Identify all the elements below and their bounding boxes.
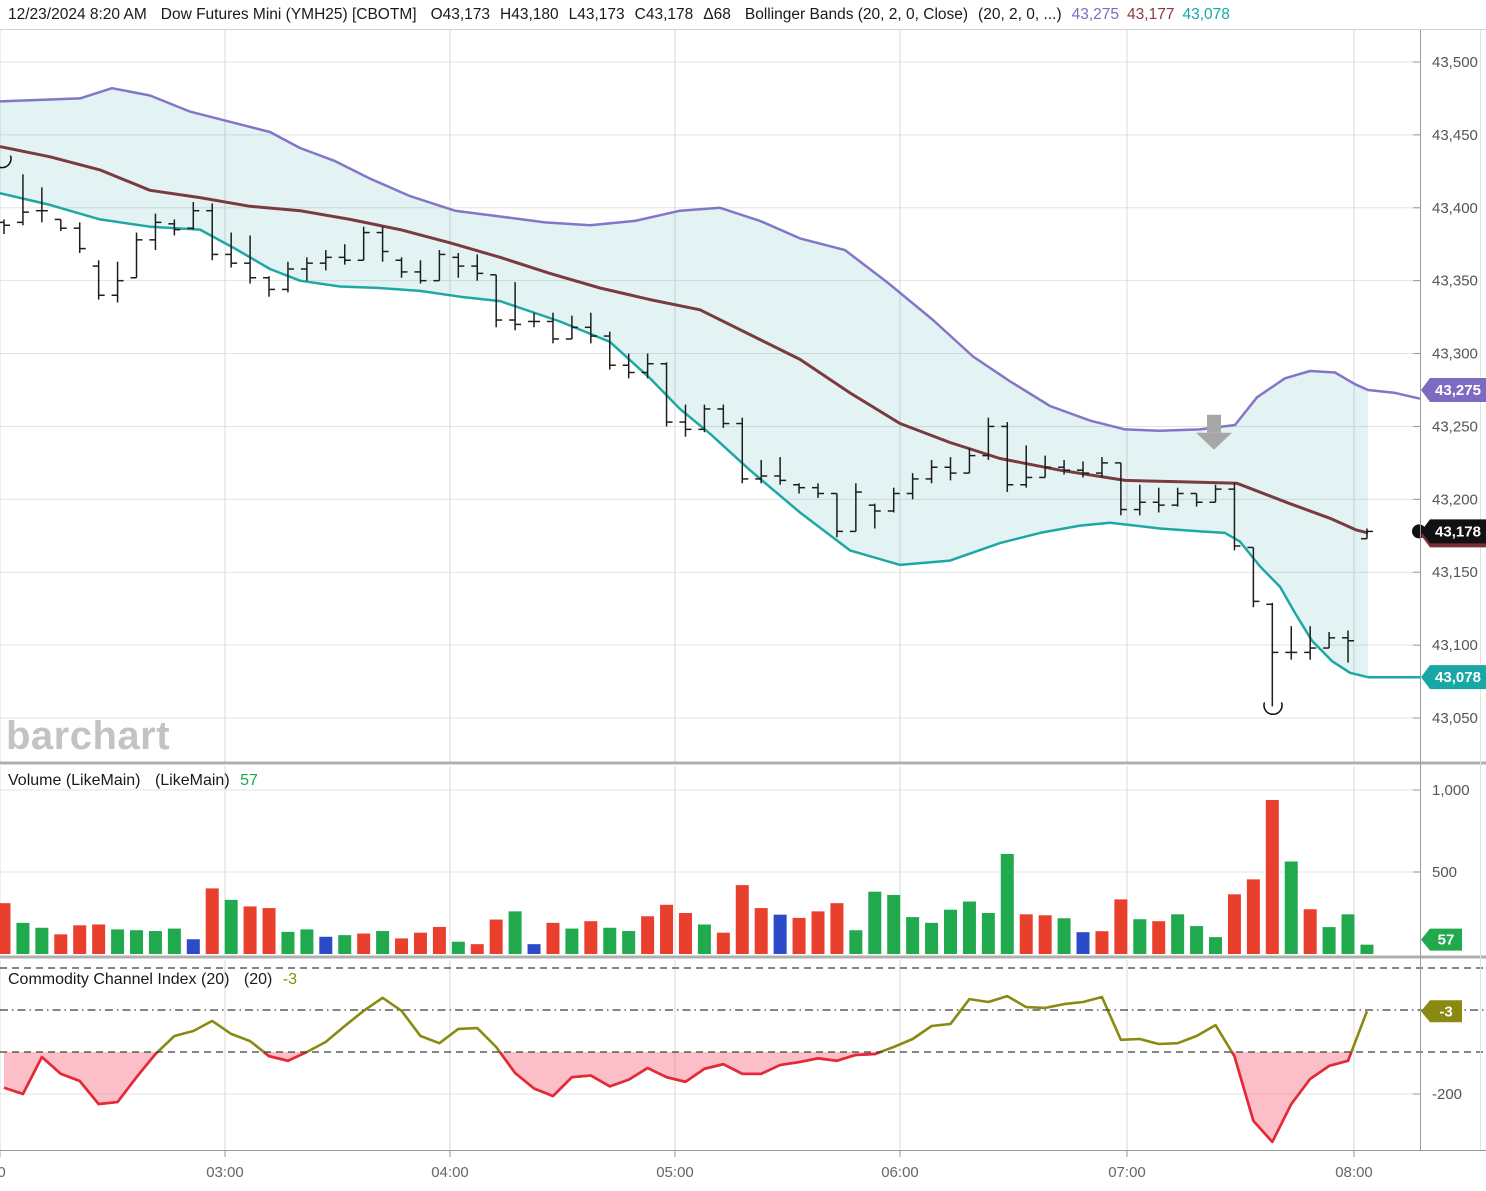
cci-label-params: (20) — [243, 971, 273, 988]
down-arrow-icon — [1207, 414, 1221, 433]
cci-value: -3 — [282, 971, 298, 988]
bollinger-bands — [0, 86, 1421, 679]
svg-text:06:00: 06:00 — [881, 1164, 919, 1181]
pane-divider — [0, 955, 1486, 959]
header-low: L43,173 — [568, 5, 625, 23]
band-fill — [0, 88, 1368, 678]
header-change: Δ68 — [703, 5, 731, 23]
cci-pane-label: Commodity Channel Index (20) (20) -3 — [8, 971, 297, 989]
svg-text:43,100: 43,100 — [1432, 637, 1478, 654]
svg-text:43,500: 43,500 — [1432, 54, 1478, 71]
price-bars — [0, 174, 1373, 707]
volume-pane-label: Volume (LikeMain) (LikeMain) 57 — [8, 772, 258, 790]
header-lower-band-value: 43,078 — [1182, 5, 1230, 23]
cci-label: Commodity Channel Index (20) — [8, 971, 230, 988]
header-datetime: 12/23/2024 8:20 AM — [8, 5, 147, 23]
chart-header: 12/23/2024 8:20 AM Dow Futures Mini (YMH… — [0, 0, 1486, 29]
axis-badge-label: 57 — [1438, 932, 1455, 949]
volume-value: 57 — [240, 772, 258, 789]
axis-badge — [1421, 1000, 1462, 1023]
axis-badges: 43,275 43,178 43,078 57 -3 — [1421, 378, 1486, 1023]
svg-text:43,200: 43,200 — [1432, 491, 1478, 508]
svg-text:04:00: 04:00 — [431, 1164, 469, 1181]
svg-text:500: 500 — [1432, 864, 1457, 881]
axes-chrome — [0, 29, 1486, 1151]
axis-badge — [1421, 378, 1486, 402]
header-study-params: (20, 2, 0, ...) — [978, 5, 1062, 23]
svg-text:08:00: 08:00 — [1335, 1164, 1373, 1181]
svg-text:05:00: 05:00 — [656, 1164, 694, 1181]
svg-text:43,400: 43,400 — [1432, 200, 1478, 217]
axis-badge-label: 43,078 — [1435, 669, 1481, 686]
left-circle-marker — [0, 155, 12, 169]
cci-plot — [0, 967, 1486, 1144]
svg-text:43,050: 43,050 — [1432, 710, 1478, 727]
svg-text:43,450: 43,450 — [1432, 127, 1478, 144]
header-middle-band-value: 43,177 — [1127, 5, 1175, 23]
middle-band-line — [0, 145, 1369, 535]
svg-text:03:00: 03:00 — [206, 1164, 244, 1181]
lower-band-line — [0, 191, 1420, 679]
header-upper-band-value: 43,275 — [1071, 5, 1120, 23]
axis-badge — [1421, 519, 1486, 544]
header-open: O43,173 — [430, 5, 491, 23]
svg-text:43,250: 43,250 — [1432, 418, 1478, 435]
header-high: H43,180 — [500, 5, 559, 23]
axis-badge-label: -3 — [1439, 1003, 1452, 1020]
axis-labels: 43,500 43,450 43,400 43,350 43,300 43,250 43,2… — [0, 54, 1478, 1181]
axis-badge-label: 43,178 — [1435, 523, 1481, 540]
axis-badge — [1421, 928, 1462, 951]
pane-divider — [0, 761, 1486, 765]
svg-text:02:00: 02:00 — [0, 1164, 6, 1181]
svg-text:43,150: 43,150 — [1432, 564, 1478, 581]
annotations — [0, 155, 1426, 716]
volume-bars — [0, 800, 1374, 954]
svg-text:07:00: 07:00 — [1108, 1164, 1146, 1181]
svg-text:-200: -200 — [1432, 1086, 1462, 1103]
svg-text:1,000: 1,000 — [1432, 782, 1470, 799]
header-close: C43,178 — [634, 5, 694, 23]
volume-label: Volume (LikeMain) — [8, 772, 141, 789]
header-symbol: Dow Futures Mini (YMH25) [CBOTM] — [160, 5, 417, 23]
svg-text:43,300: 43,300 — [1432, 346, 1478, 363]
volume-label-params: (LikeMain) — [154, 772, 230, 789]
low-circle-marker — [1263, 702, 1283, 716]
upper-band-line — [0, 86, 1421, 433]
axis-badge-label: 43,275 — [1435, 382, 1481, 399]
header-study-label: Bollinger Bands (20, 2, 0, Close) — [744, 5, 969, 23]
barchart-watermark-logo: barchart — [6, 714, 171, 758]
axis-badge — [1421, 665, 1486, 690]
svg-text:43,350: 43,350 — [1432, 273, 1478, 290]
